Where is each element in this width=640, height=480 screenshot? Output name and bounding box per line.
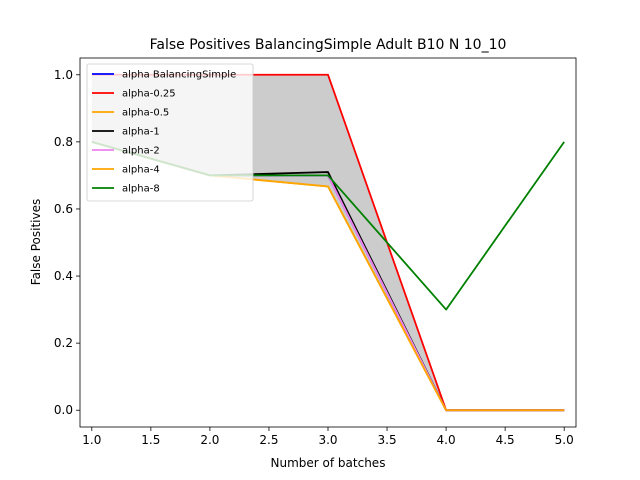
y-tick-label: 0.4 — [54, 269, 73, 283]
x-tick-label: 3.5 — [378, 433, 397, 447]
legend-entry-label: alpha-8 — [122, 184, 160, 195]
x-tick-label: 1.0 — [82, 433, 101, 447]
legend-entry-label: alpha-4 — [122, 165, 160, 176]
x-axis-label: Number of batches — [271, 456, 386, 470]
y-tick-label: 0.8 — [54, 135, 73, 149]
legend: alpha BalancingSimple alpha-0.25 alpha-0.5… — [86, 63, 254, 202]
y-tick-label: 0.0 — [54, 403, 73, 417]
legend-box — [86, 63, 254, 202]
legend-entry-label: alpha-0.5 — [122, 108, 169, 119]
legend-entry-label: alpha BalancingSimple — [122, 70, 236, 81]
y-axis-label: False Positives — [29, 199, 43, 285]
x-tick-label: 1.5 — [141, 433, 160, 447]
x-tick-label: 5.0 — [555, 433, 574, 447]
legend-entry-label: alpha-1 — [122, 127, 160, 138]
y-tick-label: 0.6 — [54, 202, 73, 216]
x-tick-label: 4.0 — [437, 433, 456, 447]
legend-entry-label: alpha-0.25 — [122, 89, 176, 100]
chart-title: False Positives BalancingSimple Adult B1… — [150, 37, 507, 53]
y-tick-label: 1.0 — [54, 68, 73, 82]
legend-entry-label: alpha-2 — [122, 146, 160, 157]
x-tick-label: 4.5 — [496, 433, 515, 447]
x-tick-label: 2.0 — [200, 433, 219, 447]
x-tick-label: 3.0 — [318, 433, 337, 447]
x-tick-label: 2.5 — [259, 433, 278, 447]
y-tick-label: 0.2 — [54, 336, 73, 350]
